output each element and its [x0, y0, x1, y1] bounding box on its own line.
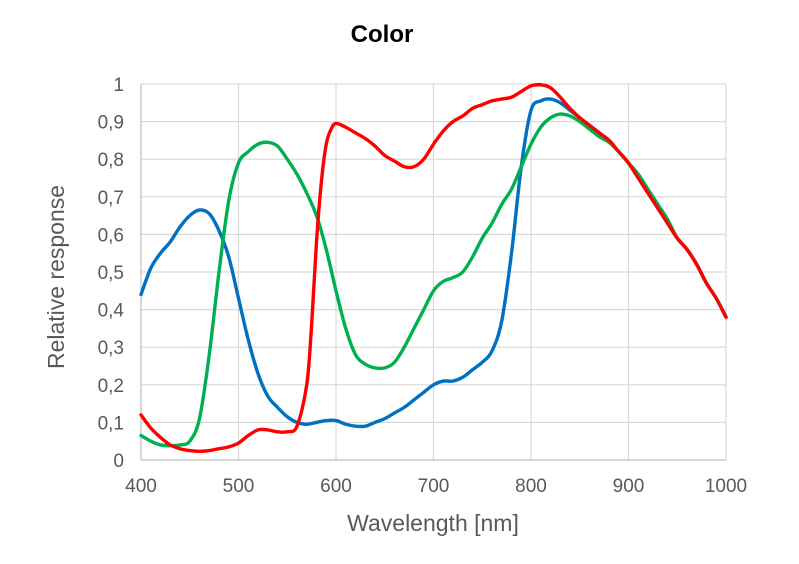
x-tick-label: 400 — [125, 476, 157, 497]
chart-title: Color — [351, 21, 414, 48]
y-tick-label: 0,8 — [98, 150, 124, 171]
y-tick-label: 0 — [113, 451, 124, 472]
y-tick-label: 0,9 — [98, 113, 124, 134]
y-tick-label: 0,4 — [98, 301, 125, 322]
series-line-red — [139, 82, 728, 454]
x-tick-labels: 400 500 600 700 800 900 1000 — [125, 476, 747, 497]
y-tick-label: 0,1 — [98, 413, 124, 434]
y-tick-label: 0,6 — [98, 225, 124, 246]
y-tick-label: 0,7 — [98, 188, 124, 209]
x-tick-label: 800 — [515, 476, 547, 497]
y-tick-label: 0,3 — [98, 338, 124, 359]
y-tick-label: 0,2 — [98, 376, 124, 397]
x-tick-label: 600 — [320, 476, 352, 497]
y-tick-label: 1 — [113, 75, 124, 96]
gridlines — [141, 83, 727, 460]
x-tick-label: 900 — [613, 476, 645, 497]
x-axis-label: Wavelength [nm] — [347, 510, 519, 536]
axes — [140, 84, 726, 461]
y-tick-label: 0,5 — [98, 263, 124, 284]
x-tick-label: 1000 — [705, 476, 747, 497]
x-tick-label: 500 — [223, 476, 255, 497]
y-tick-labels: 0 0,1 0,2 0,3 0,4 0,5 0,6 0,7 0,8 0,9 1 — [98, 75, 125, 472]
y-axis-label: Relative response — [43, 185, 69, 369]
x-tick-label: 700 — [418, 476, 450, 497]
series-lines — [139, 82, 728, 454]
